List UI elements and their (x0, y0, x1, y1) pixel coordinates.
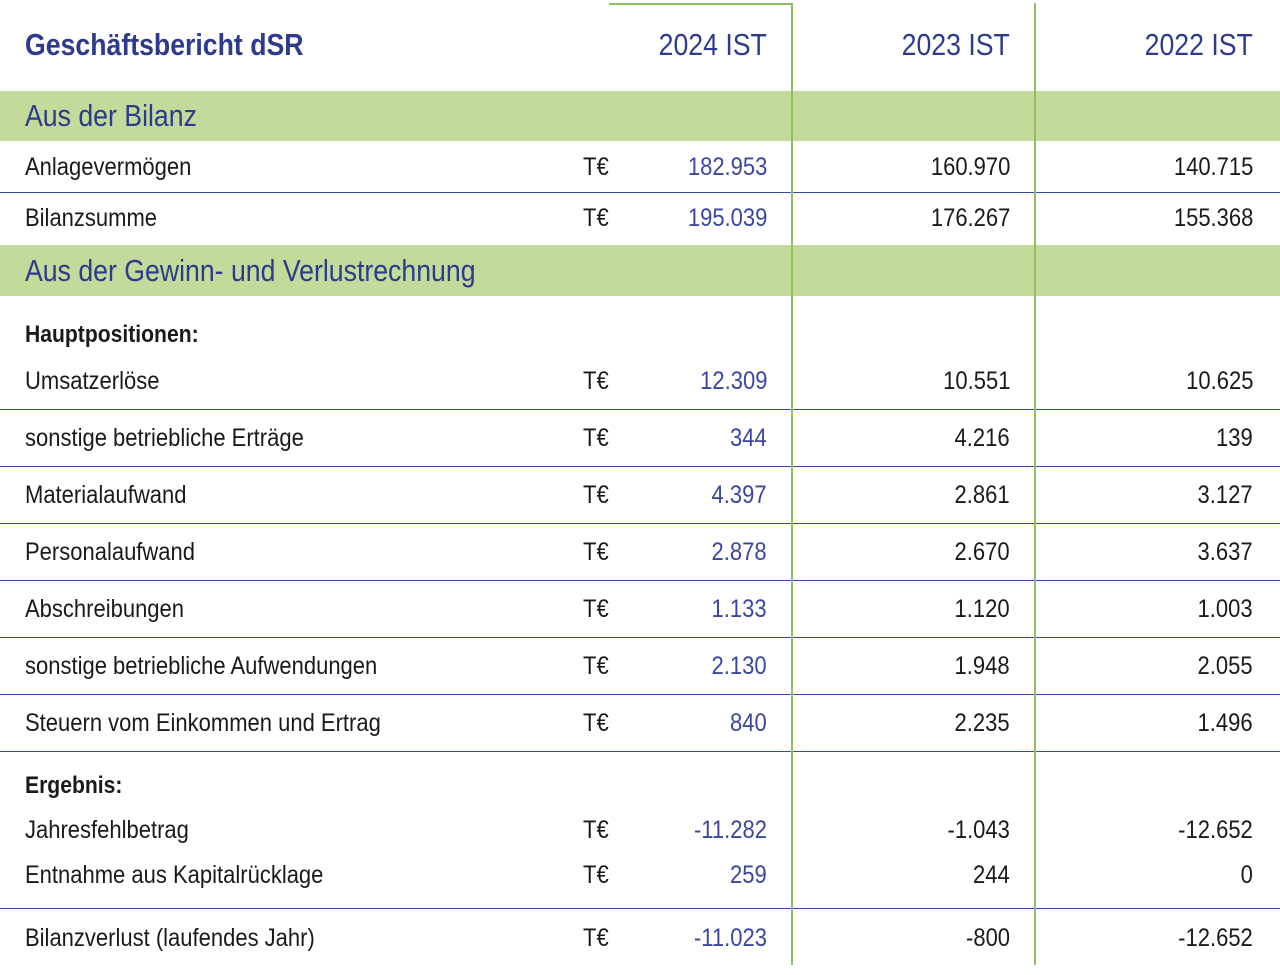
value-2022: 1.003 (1197, 594, 1253, 623)
subheading-ergebnis: Ergebnis: (25, 772, 123, 799)
row-label: Anlagevermögen (25, 152, 192, 181)
row-label: sonstige betriebliche Aufwendungen (25, 651, 378, 680)
value-2024: 259 (730, 860, 767, 889)
row-label: Umsatzerlöse (25, 367, 160, 395)
subheading-hauptpositionen: Hauptpositionen: (25, 321, 199, 348)
table-row: Jahresfehlbetrag T€ -11.282 -1.043 -12.6… (0, 808, 1280, 852)
value-2022: -12.652 (1178, 923, 1253, 952)
row-unit: T€ (583, 594, 609, 623)
value-2024: 195.039 (687, 203, 767, 232)
row-unit: T€ (583, 815, 609, 844)
value-2022: 3.637 (1197, 537, 1253, 566)
row-divider (0, 192, 1280, 193)
column-header-2024: 2024 IST (658, 27, 767, 62)
section-guv: Aus der Gewinn- und Verlustrechnung (0, 245, 1280, 296)
value-2023: 1.120 (954, 594, 1010, 623)
row-unit: T€ (583, 203, 609, 232)
row-label: Materialaufwand (25, 480, 187, 509)
row-unit: T€ (583, 152, 609, 181)
value-2022: -12.652 (1178, 815, 1253, 844)
value-2023: 2.235 (954, 708, 1010, 737)
value-2024: 840 (730, 708, 767, 737)
row-unit: T€ (583, 923, 609, 952)
value-2024: -11.023 (694, 923, 767, 952)
value-2024: 4.397 (711, 480, 767, 509)
row-divider (0, 908, 1280, 909)
column-header-2022: 2022 IST (1144, 27, 1253, 62)
table-row: Materialaufwand T€ 4.397 2.861 3.127 (0, 467, 1280, 523)
value-2022: 2.055 (1197, 651, 1253, 680)
table-row: sonstige betriebliche Aufwendungen T€ 2.… (0, 638, 1280, 694)
row-label: sonstige betriebliche Erträge (25, 423, 304, 452)
value-2024: 2.878 (711, 537, 767, 566)
column-2024-top-rule (609, 3, 792, 5)
table-row: Anlagevermögen T€ 182.953 160.970 140.71… (0, 142, 1280, 192)
row-divider (0, 694, 1280, 695)
table-row: Entnahme aus Kapitalrücklage T€ 259 244 … (0, 852, 1280, 898)
value-2022: 10.625 (1185, 367, 1253, 395)
value-2022: 155.368 (1173, 203, 1253, 232)
value-2022: 139 (1216, 423, 1253, 452)
row-label: Abschreibungen (25, 594, 185, 623)
row-label: Personalaufwand (25, 537, 196, 566)
section-bilanz-title: Aus der Bilanz (25, 98, 197, 133)
row-label: Jahresfehlbetrag (25, 815, 189, 844)
value-2023: 244 (973, 860, 1010, 889)
table-row: Abschreibungen T€ 1.133 1.120 1.003 (0, 581, 1280, 637)
row-unit: T€ (583, 423, 609, 452)
report-title: Geschäftsbericht dSR (25, 27, 304, 62)
value-2024: -11.282 (694, 815, 767, 844)
value-2022: 140.715 (1173, 152, 1253, 181)
table-row-total: Bilanzverlust (laufendes Jahr) T€ -11.02… (0, 910, 1280, 966)
value-2024: 2.130 (711, 651, 767, 680)
row-unit: T€ (583, 708, 609, 737)
value-2023: -800 (965, 923, 1010, 952)
table-row: Bilanzsumme T€ 195.039 176.267 155.368 (0, 193, 1280, 243)
row-divider (0, 523, 1280, 524)
value-2023: 176.267 (930, 203, 1010, 232)
row-divider (0, 580, 1280, 581)
table-row: Personalaufwand T€ 2.878 2.670 3.637 (0, 524, 1280, 580)
value-2023: 10.551 (942, 367, 1010, 395)
row-unit: T€ (583, 367, 609, 395)
column-header-2023: 2023 IST (901, 27, 1010, 62)
row-label: Bilanzverlust (laufendes Jahr) (25, 923, 315, 952)
section-guv-title: Aus der Gewinn- und Verlustrechnung (25, 252, 476, 288)
value-2022: 3.127 (1197, 480, 1253, 509)
value-2024: 182.953 (687, 152, 767, 181)
table-row: Umsatzerlöse T€ 12.309 10.551 10.625 (0, 355, 1280, 408)
table-row: sonstige betriebliche Erträge T€ 344 4.2… (0, 410, 1280, 466)
value-2022: 1.496 (1197, 708, 1253, 737)
value-2024: 1.133 (711, 594, 767, 623)
column-divider (1034, 3, 1036, 965)
row-divider (0, 409, 1280, 410)
row-divider (0, 751, 1280, 752)
row-label: Bilanzsumme (25, 203, 158, 232)
row-unit: T€ (583, 651, 609, 680)
value-2024: 344 (730, 423, 767, 452)
value-2024: 12.309 (699, 367, 767, 395)
value-2023: 160.970 (930, 152, 1010, 181)
table-row: Steuern vom Einkommen und Ertrag T€ 840 … (0, 695, 1280, 751)
row-label: Steuern vom Einkommen und Ertrag (25, 708, 381, 737)
row-unit: T€ (583, 480, 609, 509)
value-2023: 1.948 (954, 651, 1010, 680)
value-2022: 0 (1240, 860, 1253, 889)
row-divider (0, 466, 1280, 467)
value-2023: 2.861 (954, 480, 1010, 509)
row-unit: T€ (583, 860, 609, 889)
row-divider (0, 637, 1280, 638)
value-2023: 4.216 (954, 423, 1010, 452)
column-divider (791, 3, 793, 965)
section-bilanz: Aus der Bilanz (0, 91, 1280, 141)
value-2023: -1.043 (947, 815, 1010, 844)
row-label: Entnahme aus Kapitalrücklage (25, 860, 324, 889)
row-unit: T€ (583, 537, 609, 566)
value-2023: 2.670 (954, 537, 1010, 566)
